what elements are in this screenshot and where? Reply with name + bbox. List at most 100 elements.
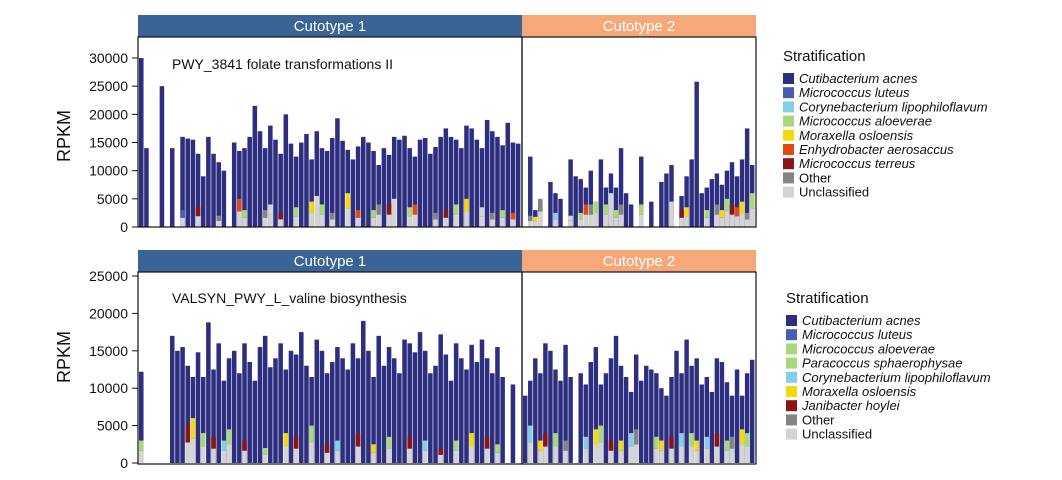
bar-segment-cutibacterium-acnes <box>428 373 433 463</box>
bar-segment-cutibacterium-acnes <box>464 369 469 463</box>
bar-segment-cutibacterium-acnes <box>371 150 376 227</box>
bar-segment-unclassified <box>262 217 268 227</box>
panel-title: VALSYN_PWY_L_valine biosynthesis <box>172 290 407 306</box>
bar-segment-unclassified <box>386 214 392 227</box>
bar-segment-corynebacterium-lipophiloflavum <box>528 425 533 443</box>
bar-segment-cutibacterium-acnes <box>211 369 216 463</box>
bar-segment-unclassified <box>714 214 720 227</box>
bar-segment-cutibacterium-acnes <box>749 359 755 463</box>
bar-segment-cutibacterium-acnes <box>428 153 433 227</box>
bar-segment-cutibacterium-acnes <box>709 391 715 463</box>
bar-segment-cutibacterium-acnes <box>309 159 314 227</box>
bar-segment-micrococcus-aloeverae <box>603 204 609 215</box>
bar-segment-moraxella-osloensis <box>739 201 745 214</box>
bar-segment-paracoccus-sphaerophysae <box>654 436 659 449</box>
bar-segment-janibacter-hoylei <box>324 444 330 453</box>
bar-segment-unclassified <box>533 221 538 227</box>
bar-segment-cutibacterium-acnes <box>583 384 588 463</box>
bar-segment-cutibacterium-acnes <box>324 150 330 227</box>
y-tick-label: 5000 <box>97 418 128 434</box>
bar-segment-cutibacterium-acnes <box>628 204 634 227</box>
bar-segment-enhydrobacter-aerosaccus <box>583 204 588 215</box>
bar-segment-cutibacterium-acnes <box>490 373 495 463</box>
bar-segment-enhydrobacter-aerosaccus <box>510 212 516 220</box>
bar-segment-cutibacterium-acnes <box>528 156 533 227</box>
bar-segment-moraxella-osloensis <box>593 429 599 445</box>
bar-segment-unclassified <box>729 214 735 227</box>
bar-segment-cutibacterium-acnes <box>558 380 563 463</box>
bar-segment-janibacter-hoylei <box>669 436 674 449</box>
bar-segment-paracoccus-sphaerophysae <box>262 448 268 455</box>
bar-segment-unclassified <box>553 446 558 463</box>
legend-item-label: Paracoccus sphaerophysae <box>802 356 962 371</box>
bar-segment-cutibacterium-acnes <box>694 358 699 463</box>
bar-segment-unclassified <box>749 208 755 227</box>
bar-segment-micrococcus-terreus <box>278 212 283 220</box>
bar-segment-cutibacterium-acnes <box>422 137 428 227</box>
bar-segment-cutibacterium-acnes <box>283 114 289 227</box>
bar-segment-corynebacterium-lipophiloflavum <box>583 436 588 449</box>
bar-segment-cutibacterium-acnes <box>252 380 258 463</box>
bar-segment-janibacter-hoylei <box>242 440 247 451</box>
bar-segment-cutibacterium-acnes <box>613 187 619 227</box>
bar-segment-janibacter-hoylei <box>543 433 548 447</box>
bar-segment-cutibacterium-acnes <box>639 156 644 227</box>
bar-segment-unclassified <box>242 450 247 463</box>
bar-segment-unclassified <box>578 219 583 227</box>
bar-segment-moraxella-osloensis <box>659 440 664 451</box>
bar-segment-unclassified <box>563 450 568 463</box>
bar-segment-unclassified <box>371 452 376 463</box>
bar-segment-cutibacterium-acnes <box>548 350 553 463</box>
bar-segment-micrococcus-luteus <box>180 210 185 218</box>
bar-segment-cutibacterium-acnes <box>639 380 644 463</box>
bar-segment-unclassified <box>583 214 588 227</box>
y-tick-label: 0 <box>120 455 128 471</box>
bar-segment-cutibacterium-acnes <box>469 344 474 463</box>
bar-segment-cutibacterium-acnes <box>699 193 704 227</box>
bar-segment-cutibacterium-acnes <box>376 165 382 227</box>
bar-segment-cutibacterium-acnes <box>734 369 740 463</box>
bar-segment-cutibacterium-acnes <box>335 118 340 227</box>
bar-segment-unclassified <box>684 216 689 227</box>
bar-segment-cutibacterium-acnes <box>659 388 664 463</box>
bars-valine <box>139 320 755 463</box>
bar-segment-moraxella-osloensis <box>694 440 699 451</box>
bar-segment-unclassified <box>598 442 604 463</box>
bar-segment-cutibacterium-acnes <box>623 376 629 463</box>
bar-segment-moraxella-osloensis <box>283 433 289 447</box>
bar-segment-cutibacterium-acnes <box>474 139 480 227</box>
bar-segment-unclassified <box>309 442 314 463</box>
bar-segment-moraxella-osloensis <box>371 444 376 453</box>
bar-segment-cutibacterium-acnes <box>242 343 247 463</box>
bar-segment-unclassified <box>324 452 330 463</box>
bar-segment-other <box>528 215 533 221</box>
bar-segment-unclassified <box>293 216 299 227</box>
bar-segment-cutibacterium-acnes <box>159 86 165 228</box>
bar-segment-cutibacterium-acnes <box>391 136 397 227</box>
bar-segment-unclassified <box>553 219 558 227</box>
bar-segment-unclassified <box>180 217 185 227</box>
bar-segment-other <box>633 429 639 445</box>
bar-segment-paracoccus-sphaerophysae <box>139 440 144 451</box>
bar-segment-janibacter-hoylei <box>211 436 216 449</box>
bar-segment-cutibacterium-acnes <box>578 179 583 227</box>
legend-swatch <box>786 371 797 383</box>
bar-segment-unclassified <box>495 452 500 463</box>
bar-segment-janibacter-hoylei <box>407 436 412 449</box>
bar-segment-cutibacterium-acnes <box>438 334 443 463</box>
bar-segment-cutibacterium-acnes <box>330 137 335 227</box>
bar-segment-cutibacterium-acnes <box>679 373 684 463</box>
bar-segment-enhydrobacter-aerosaccus <box>734 207 740 217</box>
bar-segment-cutibacterium-acnes <box>588 170 594 227</box>
bar-segment-janibacter-hoylei <box>484 436 490 449</box>
legend-swatch <box>783 73 794 84</box>
bar-segment-unclassified <box>694 450 699 463</box>
y-tick-label: 30000 <box>89 50 128 66</box>
bar-segment-cutibacterium-acnes <box>386 154 392 227</box>
bar-segment-unclassified <box>608 208 614 227</box>
bar-segment-unclassified <box>221 450 227 463</box>
bar-segment-micrococcus-aloeverae <box>319 204 325 215</box>
bar-segment-other <box>588 204 594 215</box>
bar-segment-cutibacterium-acnes <box>538 373 543 463</box>
bar-segment-cutibacterium-acnes <box>533 358 538 463</box>
